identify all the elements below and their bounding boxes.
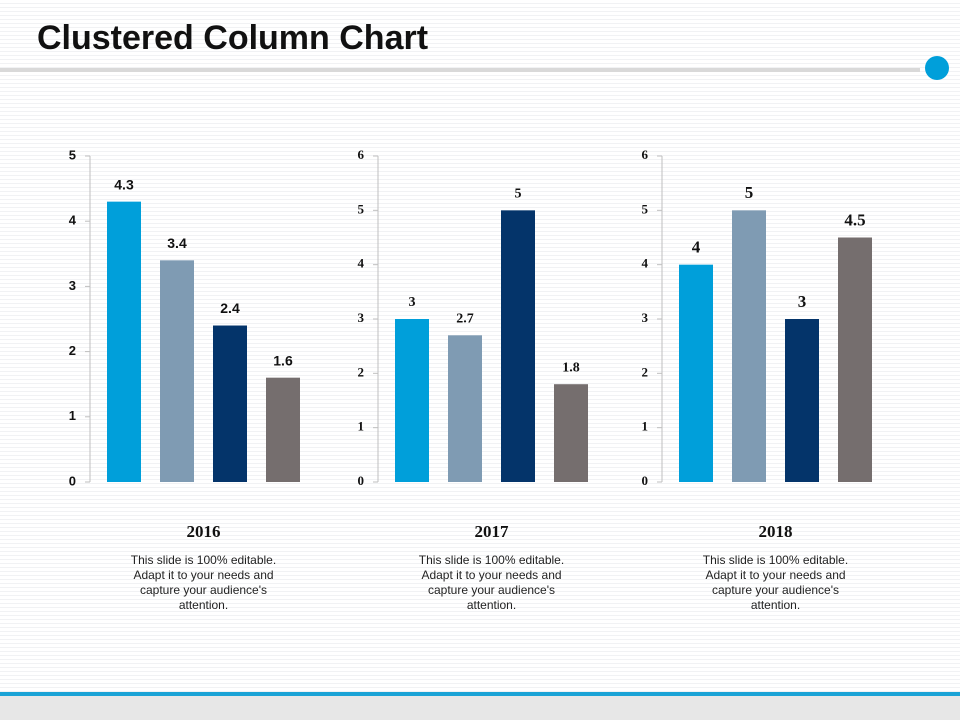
bar (679, 264, 713, 482)
value-label: 4.3 (114, 176, 134, 192)
value-label: 2.7 (456, 312, 474, 327)
y-tick-label: 4 (69, 213, 77, 228)
bar (785, 319, 819, 482)
value-label: 3.4 (167, 235, 187, 251)
y-tick-label: 3 (642, 310, 649, 325)
bar (501, 210, 535, 483)
caption: This slide is 100% editable. Adapt it to… (702, 553, 849, 612)
y-tick-label: 1 (642, 419, 649, 434)
bar (213, 325, 247, 482)
y-tick-label: 0 (358, 473, 365, 488)
y-tick-label: 1 (358, 419, 365, 434)
value-label: 3 (409, 295, 416, 310)
caption: This slide is 100% editable. Adapt it to… (130, 553, 277, 612)
chart-title: 2016 (187, 522, 221, 541)
slide-title: Clustered Column Chart (37, 19, 428, 57)
y-tick-label: 5 (69, 147, 76, 162)
y-tick-label: 2 (69, 343, 76, 358)
value-label: 5 (515, 187, 522, 202)
y-tick-label: 2 (642, 364, 649, 379)
chart-title: 2017 (475, 522, 510, 541)
value-label: 1.6 (273, 352, 293, 368)
value-label: 5 (745, 183, 754, 202)
y-tick-label: 6 (358, 147, 365, 162)
value-label: 3 (798, 292, 807, 311)
bar (554, 384, 588, 482)
bar (838, 237, 872, 482)
y-tick-label: 3 (69, 278, 76, 293)
bar (395, 319, 429, 482)
chart-title: 2018 (759, 522, 793, 541)
bar (160, 260, 194, 482)
value-label: 1.8 (562, 360, 580, 375)
y-tick-label: 4 (642, 256, 649, 271)
caption: This slide is 100% editable. Adapt it to… (418, 553, 565, 612)
y-tick-label: 6 (642, 147, 649, 162)
y-tick-label: 1 (69, 408, 76, 423)
value-label: 2.4 (220, 300, 240, 316)
y-tick-label: 0 (642, 473, 649, 488)
y-tick-label: 5 (358, 201, 365, 216)
footer-band (0, 696, 960, 720)
bar (266, 377, 300, 482)
bar (107, 201, 141, 482)
y-tick-label: 0 (69, 473, 76, 488)
value-label: 4 (692, 238, 701, 257)
value-label: 4.5 (844, 210, 865, 229)
y-tick-label: 3 (358, 310, 365, 325)
footer-rule (0, 692, 960, 696)
y-tick-label: 4 (358, 256, 365, 271)
y-tick-label: 2 (358, 364, 365, 379)
title-rule (0, 68, 920, 72)
y-tick-label: 5 (642, 201, 649, 216)
bar (448, 335, 482, 482)
accent-dot (925, 56, 949, 80)
bar (732, 210, 766, 483)
